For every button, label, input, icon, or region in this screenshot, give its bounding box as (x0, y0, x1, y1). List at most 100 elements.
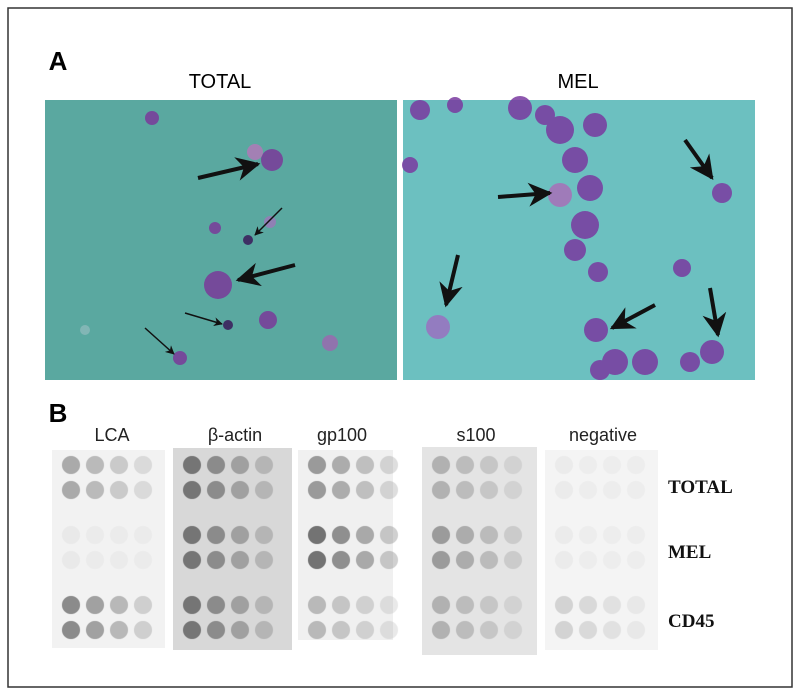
blot-dot (307, 620, 327, 640)
blot-dot (431, 525, 451, 545)
blot-dot (379, 525, 399, 545)
blot-dot (133, 480, 153, 500)
blot-dot (206, 455, 226, 475)
blot-dot (504, 621, 522, 639)
blot-dot (579, 526, 597, 544)
blot-dot (431, 595, 451, 615)
blot-dot (431, 480, 451, 500)
blot-dot (254, 550, 274, 570)
blot-dot (230, 480, 250, 500)
blot-dot (431, 455, 451, 475)
blot-dot (230, 550, 250, 570)
blot-dot (109, 595, 129, 615)
image-title: TOTAL (189, 71, 252, 93)
blot-dot (579, 456, 597, 474)
blot-dot (554, 595, 574, 615)
blot-dot (307, 455, 327, 475)
blot-dot (307, 525, 327, 545)
panel-label: B (49, 398, 68, 428)
column-label: gp100 (317, 425, 367, 445)
blot-dot (627, 481, 645, 499)
blot-dot (86, 551, 104, 569)
blot-dot (379, 455, 399, 475)
blot-dot (85, 455, 105, 475)
blot-dot (182, 550, 202, 570)
blot-dot (479, 550, 499, 570)
blot-dot (331, 595, 351, 615)
blot-dot (206, 620, 226, 640)
blot-dot (331, 550, 351, 570)
blot-dot (479, 525, 499, 545)
blot-dot (579, 481, 597, 499)
blot-dot (455, 455, 475, 475)
blot-dot (230, 455, 250, 475)
blot-dot (627, 526, 645, 544)
blot-panel (173, 448, 292, 650)
blot-dot (182, 595, 202, 615)
blot-dot (503, 550, 523, 570)
blot-dot (85, 620, 105, 640)
blot-dot (85, 595, 105, 615)
micrograph (45, 100, 397, 380)
blot-dot (134, 551, 152, 569)
column-label: negative (569, 425, 637, 445)
panel-label: A (49, 46, 68, 76)
blot-dot (431, 620, 451, 640)
blot-dot (182, 620, 202, 640)
blot-dot (455, 480, 475, 500)
blot-dot (355, 525, 375, 545)
blot-dot (109, 480, 129, 500)
row-label: CD45 (668, 611, 714, 632)
blot-dot (133, 595, 153, 615)
blot-dot (380, 621, 398, 639)
blot-dot (379, 550, 399, 570)
blot-dot (355, 620, 375, 640)
blot-dot (603, 456, 621, 474)
blot-dot (504, 481, 522, 499)
blot-dot (230, 595, 250, 615)
blot-dot (455, 595, 475, 615)
blot-dot (62, 526, 80, 544)
blot-dot (110, 526, 128, 544)
blot-panel (545, 450, 658, 650)
blot-dot (254, 595, 274, 615)
blot-dot (355, 480, 375, 500)
blot-dot (380, 596, 398, 614)
blot-dot (479, 595, 499, 615)
blot-dot (307, 595, 327, 615)
blot-dot (254, 620, 274, 640)
blot-panel (52, 450, 165, 648)
blot-dot (206, 525, 226, 545)
blot-dot (61, 480, 81, 500)
blot-dot (109, 455, 129, 475)
blot-dot (603, 596, 621, 614)
blot-dot (206, 480, 226, 500)
row-label: MEL (668, 542, 711, 563)
blot-dot (61, 620, 81, 640)
blot-dot (379, 480, 399, 500)
blot-dot (206, 595, 226, 615)
blot-dot (555, 526, 573, 544)
blot-dot (579, 551, 597, 569)
blot-dot (627, 456, 645, 474)
blot-dot (503, 525, 523, 545)
blot-dot (331, 480, 351, 500)
row-label: TOTAL (668, 477, 733, 498)
blot-dot (431, 550, 451, 570)
blot-dot (355, 550, 375, 570)
blot-dot (254, 525, 274, 545)
blot-dot (479, 480, 499, 500)
blot-dot (627, 551, 645, 569)
blot-dot (133, 620, 153, 640)
blot-dot (62, 551, 80, 569)
blot-panel (422, 447, 537, 655)
blot-dot (603, 481, 621, 499)
blot-dot (61, 595, 81, 615)
blot-dot (307, 550, 327, 570)
blot-dot (307, 480, 327, 500)
blot-dot (603, 621, 621, 639)
blot-dot (230, 525, 250, 545)
blot-dot (504, 456, 522, 474)
